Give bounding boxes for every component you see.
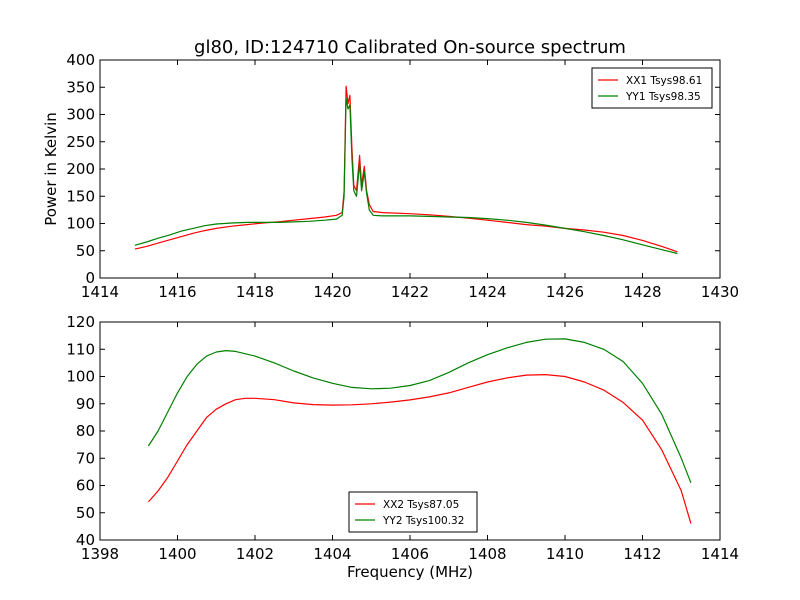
top-legend-label: YY1 Tsys98.35	[625, 91, 701, 103]
top-chart-legend: XX1 Tsys98.61 YY1 Tsys98.35	[591, 67, 713, 109]
bottom-y-tick-label: 70	[76, 449, 95, 467]
bottom-legend-label: YY2 Tsys100.32	[382, 515, 464, 527]
bottom-x-tick-label: 1398	[81, 545, 119, 563]
bottom-y-tick-label: 50	[76, 504, 95, 522]
bottom-y-tick-label: 110	[66, 340, 95, 358]
bottom-plot-area: 1398 1400 1402 1404 1406 1408 1410 1412 1414 40 50…	[66, 313, 739, 563]
top-y-tick-label: 400	[66, 51, 95, 69]
top-chart-title: gl80, ID:124710 Calibrated On-source spe…	[194, 37, 626, 58]
top-x-tick-label: 1422	[391, 283, 429, 301]
bottom-legend-label: XX2 Tsys87.05	[383, 499, 459, 511]
top-legend-label: XX1 Tsys98.61	[626, 75, 702, 87]
bottom-x-tick-label: 1406	[391, 545, 429, 563]
bottom-x-tick-label: 1404	[313, 545, 351, 563]
top-y-tick-label: 250	[66, 133, 95, 151]
top-y-tick-label: 50	[76, 242, 95, 260]
top-chart-y-axis-label: Power in Kelvin	[42, 112, 60, 226]
top-plot-area: 1414 1416 1418 1420 1422 1424 1426 1428 1430 0 50 1…	[66, 51, 739, 301]
bottom-series-line-2	[147, 338, 692, 484]
top-y-tick-label: 350	[66, 78, 95, 96]
bottom-x-tick-label: 1400	[158, 545, 196, 563]
top-x-tick-label: 1428	[623, 283, 661, 301]
top-legend-box	[591, 67, 713, 109]
top-y-tick-label: 0	[85, 269, 95, 287]
top-x-tick-label: 1424	[468, 283, 506, 301]
bottom-y-tick-label: 80	[76, 422, 95, 440]
bottom-y-tick-label: 100	[66, 368, 95, 386]
bottom-chart: Frequency (MHz) 1398 1400 1402 1404 1406 1408…	[66, 313, 739, 581]
top-x-tick-label: 1416	[158, 283, 196, 301]
top-series-line-2	[134, 97, 678, 255]
top-y-tick-label: 100	[66, 215, 95, 233]
bottom-y-tick-label: 60	[76, 477, 95, 495]
bottom-y-tick-label: 90	[76, 395, 95, 413]
bottom-x-tick-label: 1414	[701, 545, 739, 563]
top-x-tick-label: 1418	[236, 283, 274, 301]
top-chart: gl80, ID:124710 Calibrated On-source spe…	[42, 37, 739, 301]
bottom-legend-box	[348, 491, 478, 533]
bottom-chart-x-axis-label: Frequency (MHz)	[347, 563, 473, 581]
top-x-tick-label: 1414	[81, 283, 119, 301]
top-y-tick-label: 150	[66, 187, 95, 205]
bottom-x-tick-label: 1402	[236, 545, 274, 563]
bottom-chart-legend: XX2 Tsys87.05 YY2 Tsys100.32	[348, 491, 478, 533]
bottom-y-tick-label: 120	[66, 313, 95, 331]
top-x-tick-label: 1420	[313, 283, 351, 301]
bottom-series-line-1	[147, 374, 692, 524]
bottom-x-tick-label: 1412	[623, 545, 661, 563]
bottom-x-tick-label: 1408	[468, 545, 506, 563]
bottom-x-tick-label: 1410	[546, 545, 584, 563]
top-y-tick-label: 200	[66, 160, 95, 178]
top-x-tick-label: 1426	[546, 283, 584, 301]
bottom-y-tick-label: 40	[76, 531, 95, 549]
top-y-tick-label: 300	[66, 106, 95, 124]
top-series-line-1	[134, 85, 678, 253]
top-x-tick-label: 1430	[701, 283, 739, 301]
